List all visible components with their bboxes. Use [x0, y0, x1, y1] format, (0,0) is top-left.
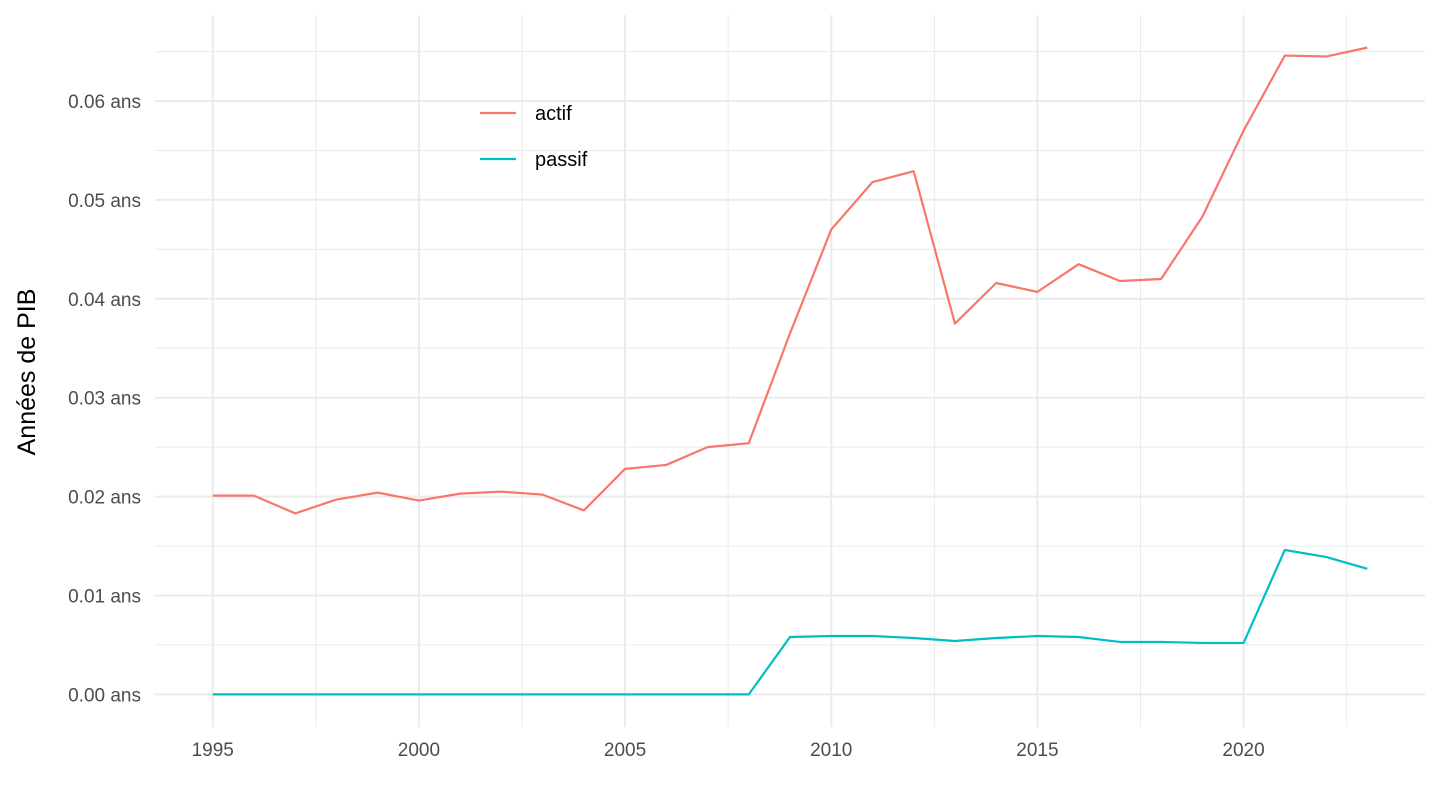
- series-lines: [212, 46, 1368, 696]
- y-tick-label: 0.04 ans: [68, 290, 141, 311]
- x-axis-tick-labels: 1995 2000 2005 2010 2015 2020: [192, 740, 1265, 761]
- y-tick-label: 0.05 ans: [68, 191, 141, 212]
- y-tick-label: 0.02 ans: [68, 488, 141, 509]
- y-axis-title: Années de PIB: [13, 289, 41, 456]
- legend-label-passif: passif: [535, 149, 588, 171]
- minor-gridlines: [155, 15, 1425, 727]
- major-gridlines: [155, 15, 1425, 727]
- y-tick-label: 0.00 ans: [68, 685, 141, 706]
- x-tick-label: 2000: [398, 740, 440, 761]
- y-tick-label: 0.01 ans: [68, 586, 141, 607]
- x-tick-label: 2015: [1016, 740, 1058, 761]
- y-tick-label: 0.06 ans: [68, 92, 141, 113]
- y-tick-label: 0.03 ans: [68, 389, 141, 410]
- series-line-actif: [212, 46, 1368, 515]
- y-axis-tick-labels: 0.00 ans 0.01 ans 0.02 ans 0.03 ans 0.04 ans…: [68, 92, 141, 706]
- legend: actif passif: [480, 103, 588, 171]
- x-tick-label: 2005: [604, 740, 646, 761]
- x-tick-label: 2010: [810, 740, 852, 761]
- series-line-passif: [212, 548, 1368, 696]
- x-tick-label: 1995: [192, 740, 234, 761]
- x-tick-label: 2020: [1222, 740, 1264, 761]
- legend-label-actif: actif: [535, 103, 572, 125]
